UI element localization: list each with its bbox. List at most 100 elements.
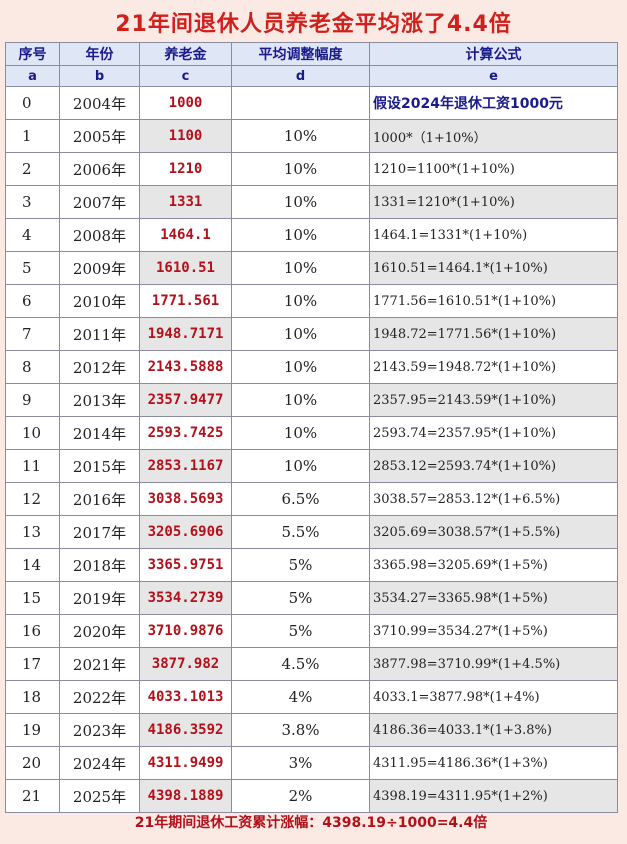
- table-row: 21 2025年 4398.1889 2% 4398.19=4311.95*(1+2%): [5, 779, 618, 813]
- row-rate: 4%: [231, 680, 370, 714]
- table-row: 18 2022年 4033.1013 4% 4033.1=3877.98*(1+4%): [5, 680, 618, 714]
- row-rate: 10%: [231, 416, 370, 450]
- row-index: 3: [5, 185, 60, 219]
- row-rate: 10%: [231, 317, 370, 351]
- row-pension: 1771.561: [139, 284, 232, 318]
- row-pension: 3205.6906: [139, 515, 232, 549]
- row-index: 8: [5, 350, 60, 384]
- row-pension: 4311.9499: [139, 746, 232, 780]
- row-pension: 1464.1: [139, 218, 232, 252]
- table-row: 9 2013年 2357.9477 10% 2357.95=2143.59*(1+10%…: [5, 383, 618, 417]
- row-pension: 3365.9751: [139, 548, 232, 582]
- header-year: 年份: [59, 42, 140, 66]
- table-row: 14 2018年 3365.9751 5% 3365.98=3205.69*(1+5%): [5, 548, 618, 582]
- table-row: 3 2007年 1331 10% 1331=1210*(1+10%): [5, 185, 618, 219]
- row-rate: 3%: [231, 746, 370, 780]
- header-row: 序号 年份 养老金 平均调整幅度 计算公式: [5, 42, 618, 66]
- row-rate: 5%: [231, 548, 370, 582]
- row-formula: 3365.98=3205.69*(1+5%): [369, 548, 618, 582]
- table-row: 15 2019年 3534.2739 5% 3534.27=3365.98*(1+5%): [5, 581, 618, 615]
- row-year: 2013年: [59, 383, 140, 417]
- header-rate: 平均调整幅度: [231, 42, 370, 66]
- row-rate: 2%: [231, 779, 370, 813]
- row-index: 14: [5, 548, 60, 582]
- row-rate: 3.8%: [231, 713, 370, 747]
- row-formula: 1610.51=1464.1*(1+10%): [369, 251, 618, 285]
- row-rate: 10%: [231, 383, 370, 417]
- row-pension: 1100: [139, 119, 232, 153]
- row-formula: 1331=1210*(1+10%): [369, 185, 618, 219]
- row-rate: 10%: [231, 185, 370, 219]
- row-formula: 1464.1=1331*(1+10%): [369, 218, 618, 252]
- row-year: 2007年: [59, 185, 140, 219]
- row-year: 2004年: [59, 86, 140, 120]
- row-rate: 10%: [231, 449, 370, 483]
- row-pension: 3877.982: [139, 647, 232, 681]
- row-year: 2021年: [59, 647, 140, 681]
- row-formula: 4398.19=4311.95*(1+2%): [369, 779, 618, 813]
- table-row: 19 2023年 4186.3592 3.8% 4186.36=4033.1*(1+3.…: [5, 713, 618, 747]
- row-year: 2005年: [59, 119, 140, 153]
- row-pension: 2143.5888: [139, 350, 232, 384]
- table-row: 6 2010年 1771.561 10% 1771.56=1610.51*(1+10%): [5, 284, 618, 318]
- row-year: 2011年: [59, 317, 140, 351]
- row-formula: 假设2024年退休工资1000元: [369, 86, 618, 120]
- row-index: 5: [5, 251, 60, 285]
- row-index: 2: [5, 152, 60, 186]
- row-pension: 1331: [139, 185, 232, 219]
- row-formula: 2593.74=2357.95*(1+10%): [369, 416, 618, 450]
- table-row: 16 2020年 3710.9876 5% 3710.99=3534.27*(1+5%): [5, 614, 618, 648]
- header-formula: 计算公式: [369, 42, 618, 66]
- header-pension: 养老金: [139, 42, 232, 66]
- row-index: 6: [5, 284, 60, 318]
- row-rate: 5.5%: [231, 515, 370, 549]
- row-rate: 10%: [231, 284, 370, 318]
- header-index: 序号: [5, 42, 60, 66]
- row-rate: 10%: [231, 251, 370, 285]
- table-row: 0 2004年 1000 假设2024年退休工资1000元: [5, 86, 618, 120]
- row-pension: 1948.7171: [139, 317, 232, 351]
- row-formula: 3534.27=3365.98*(1+5%): [369, 581, 618, 615]
- row-year: 2023年: [59, 713, 140, 747]
- row-pension: 2853.1167: [139, 449, 232, 483]
- row-rate: 10%: [231, 119, 370, 153]
- row-index: 10: [5, 416, 60, 450]
- row-index: 12: [5, 482, 60, 516]
- row-year: 2020年: [59, 614, 140, 648]
- row-formula: 4033.1=3877.98*(1+4%): [369, 680, 618, 714]
- row-index: 13: [5, 515, 60, 549]
- row-index: 1: [5, 119, 60, 153]
- table-body: 0 2004年 1000 假设2024年退休工资1000元 1 2005年 1100 10% 1…: [5, 86, 618, 813]
- row-rate: 5%: [231, 581, 370, 615]
- row-formula: 1000*（1+10%）: [369, 119, 618, 153]
- row-pension: 3710.9876: [139, 614, 232, 648]
- row-index: 21: [5, 779, 60, 813]
- row-year: 2022年: [59, 680, 140, 714]
- pension-table: 序号 年份 养老金 平均调整幅度 计算公式 a b c d e 0 2004年 10…: [5, 42, 618, 813]
- row-formula: 4186.36=4033.1*(1+3.8%): [369, 713, 618, 747]
- row-year: 2016年: [59, 482, 140, 516]
- row-formula: 2853.12=2593.74*(1+10%): [369, 449, 618, 483]
- row-formula: 3038.57=2853.12*(1+6.5%): [369, 482, 618, 516]
- table-row: 17 2021年 3877.982 4.5% 3877.98=3710.99*(1+4.…: [5, 647, 618, 681]
- row-formula: 3710.99=3534.27*(1+5%): [369, 614, 618, 648]
- row-rate: 4.5%: [231, 647, 370, 681]
- row-pension: 1610.51: [139, 251, 232, 285]
- row-formula: 1771.56=1610.51*(1+10%): [369, 284, 618, 318]
- row-index: 19: [5, 713, 60, 747]
- row-rate: [231, 86, 370, 120]
- row-formula: 3877.98=3710.99*(1+4.5%): [369, 647, 618, 681]
- table-row: 13 2017年 3205.6906 5.5% 3205.69=3038.57*(1+5…: [5, 515, 618, 549]
- footer-summary: 21年期间退休工资累计涨幅：4398.19÷1000=4.4倍: [134, 815, 488, 831]
- row-formula: 4311.95=4186.36*(1+3%): [369, 746, 618, 780]
- row-year: 2012年: [59, 350, 140, 384]
- row-year: 2009年: [59, 251, 140, 285]
- row-pension: 1210: [139, 152, 232, 186]
- row-rate: 5%: [231, 614, 370, 648]
- row-rate: 10%: [231, 152, 370, 186]
- table-row: 20 2024年 4311.9499 3% 4311.95=4186.36*(1+3%): [5, 746, 618, 780]
- row-pension: 4398.1889: [139, 779, 232, 813]
- row-rate: 10%: [231, 218, 370, 252]
- row-rate: 10%: [231, 350, 370, 384]
- row-year: 2014年: [59, 416, 140, 450]
